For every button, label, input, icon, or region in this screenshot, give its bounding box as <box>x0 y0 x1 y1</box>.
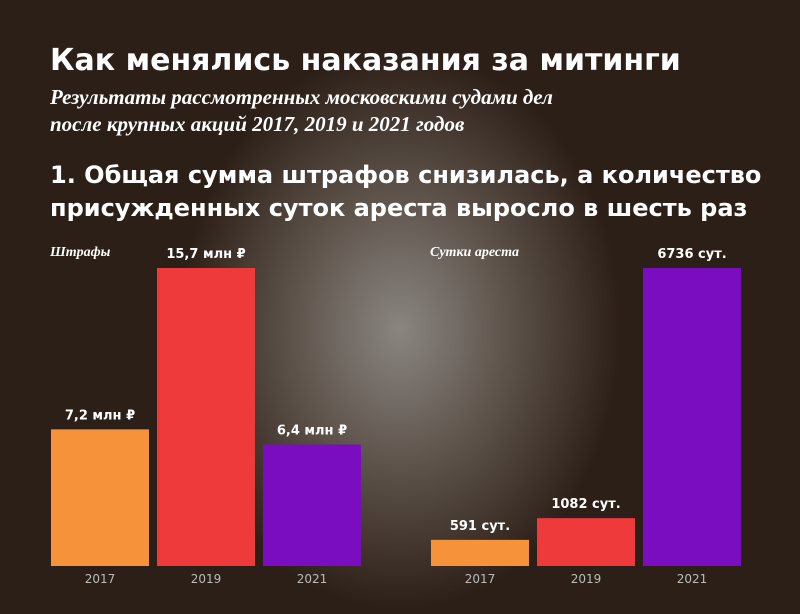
bar <box>51 429 149 566</box>
bar <box>643 268 741 566</box>
heading: присужденных суток ареста выросло в шест… <box>50 194 747 222</box>
bar <box>157 268 255 566</box>
value-label: 15,7 млн ₽ <box>166 247 245 262</box>
x-tick-label: 2017 <box>85 572 116 586</box>
chart-title: Сутки ареста <box>430 245 519 260</box>
title: Как менялись наказания за митинги <box>50 43 681 78</box>
bar <box>431 539 529 566</box>
x-tick-label: 2021 <box>297 572 328 586</box>
value-label: 6736 сут. <box>657 247 726 262</box>
x-tick-label: 2019 <box>191 572 222 586</box>
value-label: 6,4 млн ₽ <box>277 424 347 439</box>
value-label: 7,2 млн ₽ <box>65 408 135 423</box>
x-tick-label: 2017 <box>465 572 496 586</box>
bar <box>263 444 361 566</box>
x-tick-label: 2019 <box>571 572 602 586</box>
bar <box>537 518 635 566</box>
x-tick-label: 2021 <box>677 572 708 586</box>
subtitle: Результаты рассмотренных московскими суд… <box>49 85 553 109</box>
value-label: 1082 сут. <box>551 497 620 512</box>
heading: 1. Общая сумма штрафов снизилась, а коли… <box>50 161 761 189</box>
subtitle: после крупных акций 2017, 2019 и 2021 го… <box>50 112 465 136</box>
value-label: 591 сут. <box>450 519 510 534</box>
chart-title: Штрафы <box>49 245 111 260</box>
